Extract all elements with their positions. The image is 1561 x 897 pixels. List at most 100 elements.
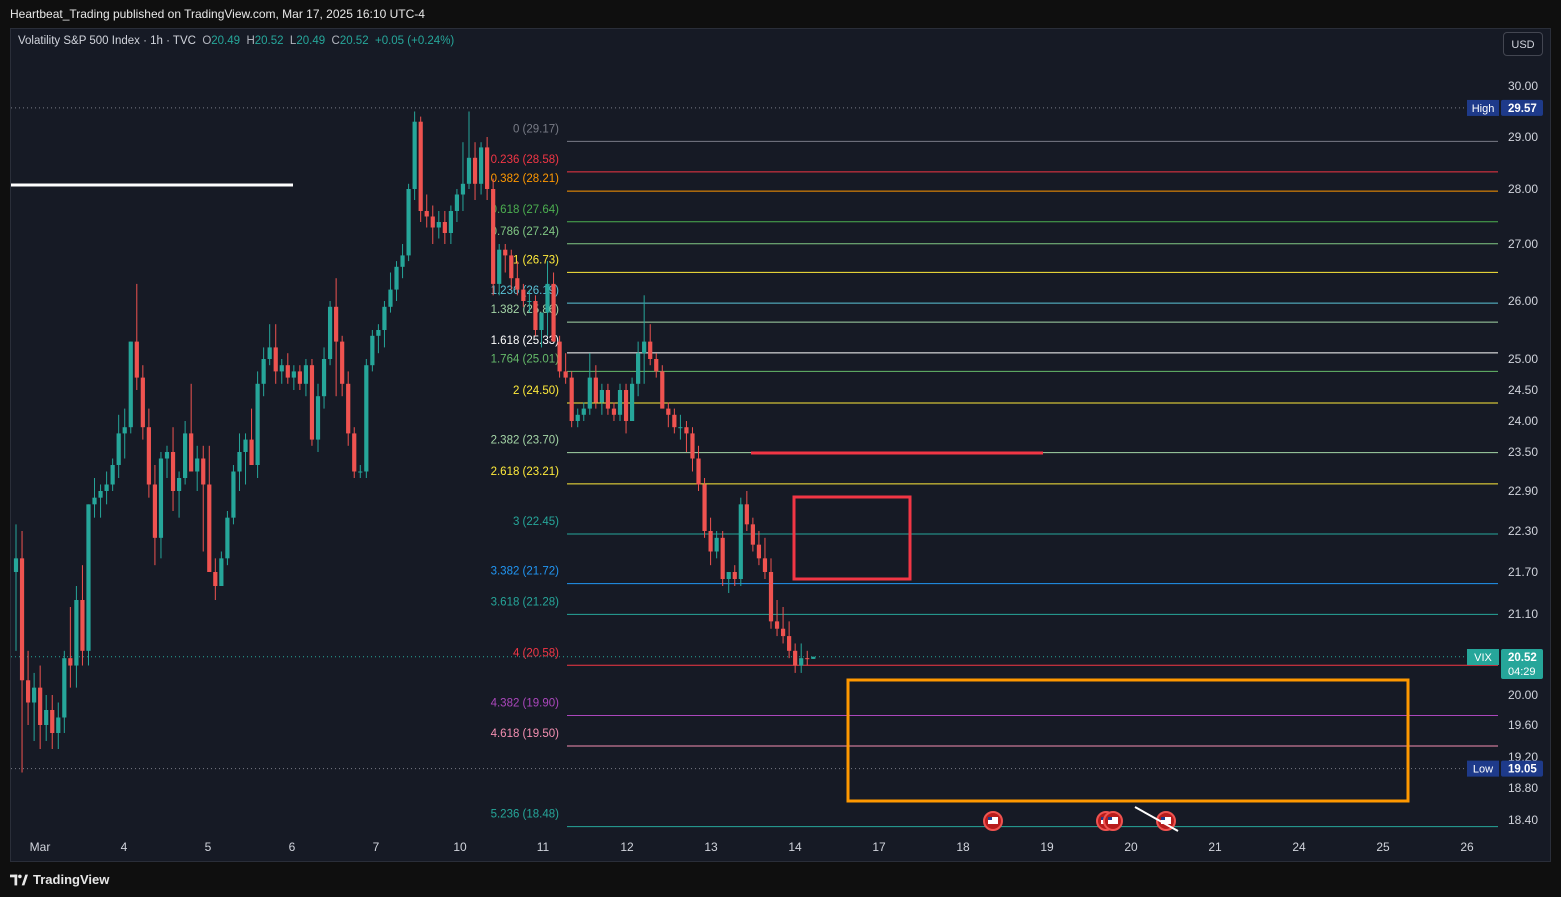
candle-body <box>587 377 592 409</box>
y-tick-label: 20.00 <box>1508 688 1538 702</box>
candle-body <box>195 458 200 472</box>
candle-body <box>370 335 375 366</box>
y-tick-label: 30.00 <box>1508 79 1538 93</box>
candle-body <box>762 558 768 572</box>
candle-body <box>358 471 363 473</box>
x-tick-label: 12 <box>620 840 634 854</box>
candle-body <box>654 359 659 372</box>
candle-body <box>303 365 309 384</box>
x-tick-label: 21 <box>1208 840 1222 854</box>
x-tick-label: 6 <box>289 840 296 854</box>
candle-body <box>642 341 647 354</box>
candle-body <box>430 216 435 228</box>
candle-body <box>557 341 562 372</box>
candle-body <box>309 365 315 440</box>
candle-body <box>636 353 641 384</box>
candle-body <box>744 504 749 525</box>
candle-body <box>660 371 665 409</box>
fib-level-label: 2.618 (23.21) <box>491 466 560 478</box>
candle-body <box>74 600 79 666</box>
y-tick-label: 19.20 <box>1508 750 1538 764</box>
us-flag-event-icon-canton <box>988 817 992 820</box>
y-tick-label: 18.80 <box>1508 781 1538 795</box>
legend-h-label: H <box>246 35 255 47</box>
candle-body <box>436 222 441 228</box>
currency-button[interactable]: USD <box>1503 32 1543 56</box>
x-tick-label: 5 <box>205 840 212 854</box>
candle-body <box>382 306 387 330</box>
candle-body <box>255 383 260 465</box>
candle-body <box>666 408 671 415</box>
y-tick-label: 24.00 <box>1508 414 1538 428</box>
us-flag-event-icon-flag <box>988 817 998 824</box>
fib-level-label: 1.764 (25.01) <box>491 353 560 365</box>
fib-level-label: 2 (24.50) <box>513 385 559 397</box>
candle-body <box>352 433 357 472</box>
candle-body <box>799 658 804 666</box>
candle-body <box>164 452 170 459</box>
candle-body <box>237 452 242 472</box>
price-tag-value-bg <box>1501 760 1543 777</box>
x-tick-label: 10 <box>453 840 467 854</box>
candle-body <box>376 330 381 336</box>
candle-body <box>460 183 466 195</box>
x-tick-label: 25 <box>1376 840 1390 854</box>
candle-body <box>708 531 713 552</box>
candle-body <box>32 687 37 703</box>
x-tick-label: Mar <box>30 840 51 854</box>
y-tick-label: 29.00 <box>1508 130 1538 144</box>
candle-body <box>207 484 212 572</box>
fib-level-label: 0.618 (27.64) <box>491 204 560 216</box>
candle-body <box>50 710 55 733</box>
price-tag-value: 20.52 <box>1508 652 1537 664</box>
fib-level-label: 0.382 (28.21) <box>491 173 560 185</box>
symbol-legend: Volatility S&P 500 Index · 1h · TVC O20.… <box>18 35 454 47</box>
fib-level-label: 1.618 (25.33) <box>491 335 560 347</box>
fib-level-label: 0 (29.17) <box>513 123 559 135</box>
candle-body <box>44 710 49 725</box>
candle-body <box>545 283 550 313</box>
candle-body <box>13 558 19 572</box>
candle-body <box>702 484 707 531</box>
candle-body <box>189 433 194 472</box>
candle-body <box>696 458 701 485</box>
candle-body <box>811 656 816 659</box>
us-flag-event-icon-canton <box>1108 817 1112 820</box>
candle-body <box>62 658 67 718</box>
candle-body <box>183 433 188 478</box>
candle-body <box>267 347 272 359</box>
candle-body <box>533 301 538 330</box>
y-tick-label: 27.00 <box>1508 237 1538 251</box>
price-tag-label: Low <box>1473 764 1493 776</box>
y-tick-label: 23.50 <box>1508 445 1538 459</box>
candle-body <box>291 371 296 378</box>
candle-body <box>146 427 151 485</box>
candle-body <box>485 147 490 189</box>
candle-body <box>394 266 399 290</box>
candle-body <box>104 484 109 491</box>
candle-body <box>38 687 43 725</box>
fib-level-label: 4 (20.58) <box>513 647 559 659</box>
candle-body <box>454 194 460 211</box>
chart-panel[interactable] <box>10 28 1551 862</box>
candle-body <box>539 312 544 330</box>
y-tick-label: 26.00 <box>1508 294 1538 308</box>
candle-body <box>750 524 755 545</box>
us-flag-event-icon-flag <box>1108 817 1118 824</box>
candle-body <box>418 121 423 211</box>
candle-body <box>720 537 725 579</box>
x-tick-label: 4 <box>121 840 128 854</box>
price-tag-label-bg <box>1467 760 1499 777</box>
candle-body <box>412 121 417 189</box>
legend-change: +0.05 (+0.24%) <box>374 35 455 47</box>
tradingview-logo[interactable]: TradingView <box>10 872 109 887</box>
candle-body <box>768 572 774 622</box>
candle-body <box>672 414 677 428</box>
candle-body <box>732 572 737 579</box>
candle-body <box>690 433 695 459</box>
x-tick-label: 19 <box>1040 840 1054 854</box>
candle-body <box>261 359 266 384</box>
tradingview-logo-text: TradingView <box>33 872 110 887</box>
candle-body <box>780 628 786 637</box>
